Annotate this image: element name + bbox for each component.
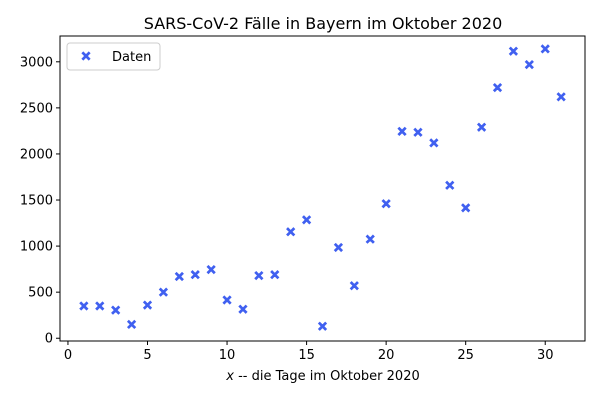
data-point <box>524 59 534 70</box>
data-point <box>317 321 328 331</box>
data-point <box>301 215 312 225</box>
data-point <box>254 270 264 281</box>
x-axis-label-var: x <box>225 369 234 384</box>
legend-label: Daten <box>112 50 151 65</box>
x-tick-label: 30 <box>537 348 554 363</box>
data-point <box>174 271 184 282</box>
data-point <box>126 319 137 330</box>
data-point <box>222 295 232 305</box>
data-point <box>158 287 169 297</box>
data-point <box>381 199 391 209</box>
x-tick-label: 25 <box>457 348 474 363</box>
plot-area <box>79 44 566 331</box>
data-point <box>556 92 566 102</box>
data-point <box>508 46 519 56</box>
legend-x-marker <box>81 51 91 61</box>
data-point <box>397 126 407 136</box>
data-point <box>270 270 280 280</box>
x-tick-label: 10 <box>219 348 236 363</box>
data-point <box>286 227 296 237</box>
data-point <box>492 82 503 93</box>
data-point <box>349 281 359 291</box>
data-point <box>365 234 375 244</box>
data-point <box>429 138 439 148</box>
x-tick-label: 20 <box>378 348 395 363</box>
chart-title: SARS-CoV-2 Fälle in Bayern im Oktober 20… <box>144 14 503 33</box>
data-point <box>206 264 216 275</box>
y-tick-label: 2500 <box>20 101 53 116</box>
x-tick-label: 15 <box>298 348 315 363</box>
data-point <box>461 203 471 213</box>
data-point <box>79 301 89 311</box>
y-axis: 0 500 1000 1500 2000 2500 3000 <box>20 55 60 347</box>
x-axis-label-text: -- die Tage im Oktober 2020 <box>234 369 420 384</box>
data-point <box>333 242 344 253</box>
data-point <box>95 301 105 311</box>
data-point <box>540 44 550 54</box>
y-tick-label: 1500 <box>20 194 53 209</box>
data-point <box>111 305 121 315</box>
y-tick-label: 500 <box>28 286 53 301</box>
data-point <box>445 180 455 190</box>
data-point <box>238 304 248 314</box>
y-tick-label: 3000 <box>20 55 53 70</box>
y-tick-label: 0 <box>45 332 53 347</box>
legend-box <box>66 42 161 71</box>
data-point <box>476 122 487 132</box>
y-tick-label: 1000 <box>20 240 53 255</box>
axes-frame <box>59 35 586 342</box>
x-axis-label: x -- die Tage im Oktober 2020 <box>225 369 420 384</box>
y-tick-label: 2000 <box>20 147 53 162</box>
x-tick-label: 5 <box>143 348 151 363</box>
data-point <box>142 300 153 310</box>
x-tick-label: 0 <box>64 348 72 363</box>
legend-marker-icon <box>81 51 91 61</box>
data-point <box>413 127 423 137</box>
x-axis: 0 5 10 15 20 25 30 <box>64 341 554 363</box>
legend: Daten <box>66 42 161 71</box>
data-point <box>190 270 200 280</box>
